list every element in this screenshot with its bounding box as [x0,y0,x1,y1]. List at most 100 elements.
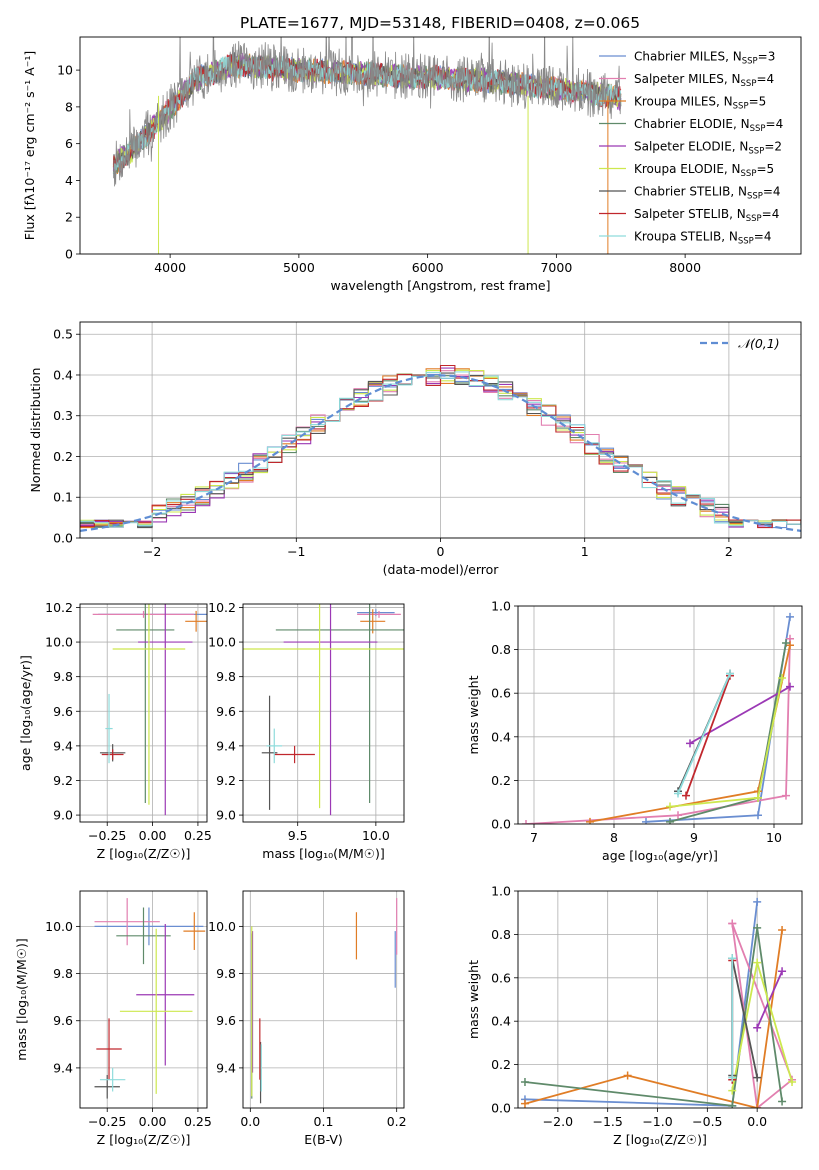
mass-weight-marker [786,612,794,621]
legend-suffix: =5 [756,162,774,176]
x-tick-label: 10.0 [362,828,390,843]
mass-weight-marker [753,958,762,967]
legend-subscript: SSP [746,214,762,224]
y-axis-label: Normed distribution [28,368,43,493]
legend-subscript: SSP [738,237,754,247]
mass-weight-line [524,901,759,1107]
panel-spectrum: 4000 5000 6000 7000 8000 0 2 4 6 8 10 wavelength [A… [22,36,802,293]
legend-text: Kroupa STELIB, N [634,230,738,244]
y-tick-label: 9.4 [53,738,73,753]
x-tick-label: 8 [610,830,618,845]
x-tick-label: 0.0 [747,1114,767,1129]
mass-weight-marker [726,669,734,678]
axes-frame [242,890,405,1109]
y-tick-label: 9.2 [216,773,236,788]
mass-weight-marker [728,919,737,928]
y-tick-label: 0.8 [491,642,511,657]
mass-weight-line [689,685,791,745]
y-tick-label: 9.2 [53,773,73,788]
mass-weight-marker [728,1073,737,1082]
x-axis-label: (data-model)/error [383,562,500,577]
mass-weight-marker [520,1099,529,1108]
x-tick-label: 0.00 [139,1114,167,1129]
legend-subscript: SSP [733,102,749,112]
y-axis-label: mass [log₁₀(M/M☉)] [14,938,29,1060]
mass-weight-marker [728,1086,737,1095]
y-axis-label: Flux [fλ10⁻¹⁷ erg cm⁻² s⁻¹ A⁻¹] [22,51,37,240]
plot-area [243,891,404,1108]
legend-subscript: SSP [742,57,758,67]
y-tick-label: 9.0 [216,808,236,823]
x-tick-label: 1 [581,544,589,559]
legend-entry: Kroupa MILES, NSSP=5 [634,95,766,112]
mass-weight-marker [674,811,682,820]
legend-entry: Chabrier MILES, NSSP=3 [634,50,775,67]
legend-entry: Salpeter STELIB, NSSP=4 [634,207,779,224]
mass-weight-marker [682,791,690,800]
y-tick-label: 9.4 [53,1060,73,1075]
panel-mass_vs_EBV: 0.0 0.1 0.2 9.4 9.6 9.8 10.0 E(B-V) [208,890,407,1147]
mass-weight-marker [782,791,790,800]
y-tick-label: 0.4 [53,367,73,382]
plot-area [243,604,404,822]
axes-frame [242,603,405,823]
x-tick-label: −2 [143,544,161,559]
y-tick-label: 9.8 [216,669,236,684]
plot-area [112,37,622,254]
y-tick-label: 10.0 [45,635,73,650]
x-tick-label: 7 [530,830,538,845]
mass-weight-marker [778,1097,787,1106]
legend-text: Chabrier MILES, N [634,50,742,64]
panel-age_vs_Z: −0.25 0.00 0.25 9.0 9.2 9.4 9.6 9.8 10.0 10.2 Z [l… [18,600,212,861]
mass-weight-marker [728,1101,737,1108]
x-tick-label: −0.25 [88,1114,126,1129]
y-tick-label: 9.6 [53,1013,73,1028]
legend-entry: Kroupa ELODIE, NSSP=5 [634,162,774,179]
mass-weight-marker [782,639,790,648]
legend-text: Kroupa MILES, N [634,95,733,109]
mass-weight-marker [753,1023,762,1032]
x-tick-label: 5000 [283,260,315,275]
mass-weight-marker [753,1073,762,1082]
x-tick-label: 8000 [669,260,701,275]
y-tick-label: 0.0 [491,1101,511,1116]
y-tick-label: 9.6 [216,704,236,719]
y-tick-label: 0.4 [491,1014,511,1029]
mass-weight-marker [520,1077,529,1086]
y-tick-label: 10 [57,63,73,78]
mass-weight-line [731,958,759,1078]
y-tick-label: 1.0 [491,884,511,899]
legend-text: Kroupa ELODIE, N [634,162,741,176]
y-tick-label: 9.8 [53,669,73,684]
mass-weight-marker [666,802,674,811]
y-tick-label: 9.6 [53,704,73,719]
x-axis-label: E(B-V) [304,1132,343,1147]
mass-weight-marker [666,817,674,824]
y-tick-label: 10.2 [208,600,236,615]
mass-weight-marker [674,789,682,798]
x-axis-label: age [log₁₀(age/yr)] [602,848,718,863]
y-tick-label: 6 [65,136,73,151]
axes-frame [79,603,208,823]
y-axis-label: mass weight [466,675,481,754]
x-axis-label: wavelength [Angstrom, rest frame] [330,278,550,293]
axes-frame [79,890,208,1109]
x-tick-label: 0 [437,544,445,559]
y-tick-label: 9.6 [216,1013,236,1028]
x-tick-label: 7000 [540,260,572,275]
observed-spectrum-line [113,37,622,187]
y-tick-label: 0.2 [491,773,511,788]
y-tick-label: 10.0 [208,635,236,650]
y-tick-label: 0.6 [491,970,511,985]
axes-frame [79,321,802,539]
y-tick-label: 0.1 [53,490,73,505]
panel-age_vs_mass: 9.5 10.0 9.0 9.2 9.4 9.6 9.8 10.0 10.2 mass [log₁… [208,600,405,861]
x-tick-label: −2.0 [543,1114,573,1129]
x-tick-label: −1 [287,544,305,559]
mass-weight-marker [686,739,694,748]
mass-weight-marker [642,817,650,824]
mass-weight-marker [623,1071,632,1080]
y-tick-label: 10.2 [45,600,73,615]
legend-suffix: =4 [762,207,780,221]
